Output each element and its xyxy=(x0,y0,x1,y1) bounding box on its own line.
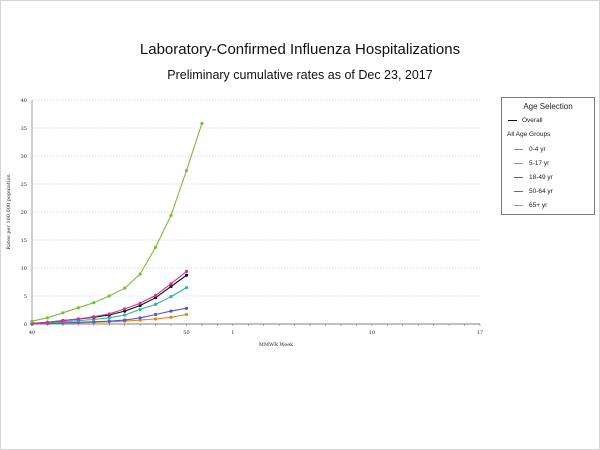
y-tick-label: 25 xyxy=(21,182,27,188)
data-point xyxy=(30,319,34,323)
x-tick-label: 10 xyxy=(369,330,375,336)
y-tick-label: 35 xyxy=(21,126,27,132)
legend-item-65-plus[interactable]: 65+ yr xyxy=(514,201,547,211)
data-point xyxy=(153,245,158,249)
data-point xyxy=(123,307,127,311)
legend-label: 50-64 yr xyxy=(529,188,553,195)
data-point xyxy=(123,313,127,317)
legend-label: 18-49 yr xyxy=(529,174,553,181)
legend-item-18-49[interactable]: 18-49 yr xyxy=(514,173,553,183)
legend-swatch xyxy=(514,190,523,192)
y-tick-label: 5 xyxy=(24,294,27,300)
data-point xyxy=(107,294,111,298)
data-point xyxy=(138,272,142,276)
data-point xyxy=(138,307,142,312)
legend-label: 5-17 yr xyxy=(529,160,550,167)
legend-item-5-17[interactable]: 5-17 yr xyxy=(514,159,549,169)
data-point xyxy=(138,316,142,320)
legend-label: 65+ yr xyxy=(529,202,548,209)
data-point xyxy=(123,286,127,290)
y-tick-label: 15 xyxy=(21,238,27,244)
legend: Age Selection Overall All Age Groups 0-4… xyxy=(501,97,595,215)
data-point xyxy=(184,286,189,290)
y-tick-label: 30 xyxy=(21,154,27,160)
x-tick-label: 17 xyxy=(477,330,483,336)
data-point xyxy=(169,282,173,286)
data-point xyxy=(123,318,127,322)
data-point xyxy=(169,309,173,313)
y-tick-label: 20 xyxy=(21,210,27,216)
data-point xyxy=(107,316,111,320)
data-point xyxy=(107,319,111,323)
data-point xyxy=(153,312,158,317)
legend-item-0-4[interactable]: 0-4 yr xyxy=(514,145,546,155)
data-point xyxy=(153,302,158,306)
x-tick-label: 1 xyxy=(231,330,234,336)
data-point xyxy=(76,317,80,321)
data-point xyxy=(45,316,50,320)
legend-title: Age Selection xyxy=(523,102,573,111)
y-axis-title: Rates per 100,000 population xyxy=(6,174,12,250)
data-point xyxy=(138,301,142,305)
legend-label: 0-4 yr xyxy=(529,146,546,153)
chart-title: Laboratory-Confirmed Influenza Hospitali… xyxy=(139,41,461,58)
x-axis-title: MMWR Week xyxy=(259,342,294,348)
data-point xyxy=(153,296,158,300)
series-line-65-yr xyxy=(31,123,203,322)
data-point xyxy=(107,312,111,316)
y-tick-label: 40 xyxy=(21,98,27,104)
legend-swatch xyxy=(514,176,523,178)
legend-group-label: All Age Groups xyxy=(507,131,551,138)
data-point xyxy=(169,284,173,289)
legend-item-50-64[interactable]: 50-64 yr xyxy=(514,187,553,197)
legend-swatch xyxy=(514,204,523,206)
data-point xyxy=(184,306,189,310)
data-point xyxy=(61,311,65,315)
legend-swatch xyxy=(514,162,523,164)
data-point xyxy=(138,303,142,308)
y-tick-label: 0 xyxy=(24,322,27,328)
data-point xyxy=(123,309,127,313)
data-point xyxy=(169,213,173,217)
data-point xyxy=(30,321,34,326)
data-point xyxy=(153,317,158,321)
chart-subtitle: Preliminary cumulative rates as of Dec 2… xyxy=(167,68,433,82)
data-point xyxy=(92,315,96,319)
x-tick-label: 40 xyxy=(29,330,35,336)
data-point xyxy=(45,320,50,324)
x-tick-label: 50 xyxy=(183,330,189,336)
data-point xyxy=(92,317,96,322)
legend-label: Overall xyxy=(522,117,543,124)
data-point xyxy=(200,121,204,126)
data-point xyxy=(76,306,80,310)
data-point xyxy=(138,318,142,322)
data-point xyxy=(184,273,189,277)
legend-swatch xyxy=(508,119,517,121)
data-point xyxy=(92,320,96,324)
data-point xyxy=(184,269,189,273)
data-point xyxy=(184,312,189,317)
data-point xyxy=(184,168,189,173)
legend-swatch xyxy=(514,148,523,150)
data-point xyxy=(169,294,173,299)
legend-item-overall[interactable]: Overall xyxy=(508,116,543,126)
data-point xyxy=(61,319,65,323)
y-tick-label: 10 xyxy=(21,266,27,272)
data-point xyxy=(92,301,96,305)
data-point xyxy=(153,293,158,298)
data-point xyxy=(169,315,173,319)
